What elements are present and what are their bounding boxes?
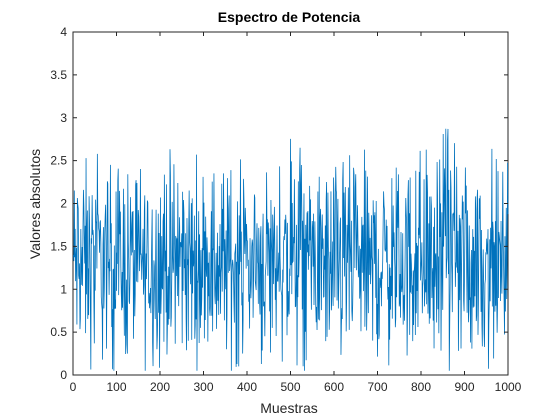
x-tick-label: 700 [367,380,387,394]
x-tick-label: 500 [280,380,300,394]
x-axis-label: Muestras [260,400,318,416]
series-line [73,128,509,371]
plot-area: 0 100 200 300 400 500 600 700 800 900 1000 0 0.5 1 1.… [50,25,521,394]
x-tick-label: 600 [324,380,344,394]
y-axis-ticks: 0 0.5 1 1.5 2 2.5 3 3.5 4 [50,25,508,382]
x-tick-label: 400 [237,380,257,394]
y-tick-label: 1.5 [50,239,67,253]
x-tick-label: 300 [193,380,213,394]
chart-title: Espectro de Potencia [218,9,361,25]
y-tick-label: 3 [60,111,67,125]
y-tick-label: 1 [60,282,67,296]
x-tick-label: 800 [411,380,431,394]
y-tick-label: 2.5 [50,154,67,168]
series-layer [73,128,509,371]
x-axis-ticks: 0 100 200 300 400 500 600 700 800 900 1000 [70,32,522,394]
y-tick-label: 4 [60,25,67,39]
y-tick-label: 2 [60,197,67,211]
y-tick-label: 0.5 [50,325,67,339]
x-tick-label: 1000 [495,380,522,394]
x-tick-label: 200 [150,380,170,394]
y-axis-label: Valores absolutos [27,149,43,259]
y-tick-label: 0 [60,368,67,382]
x-tick-label: 900 [454,380,474,394]
y-tick-label: 3.5 [50,68,67,82]
x-tick-label: 100 [106,380,126,394]
x-tick-label: 0 [70,380,77,394]
